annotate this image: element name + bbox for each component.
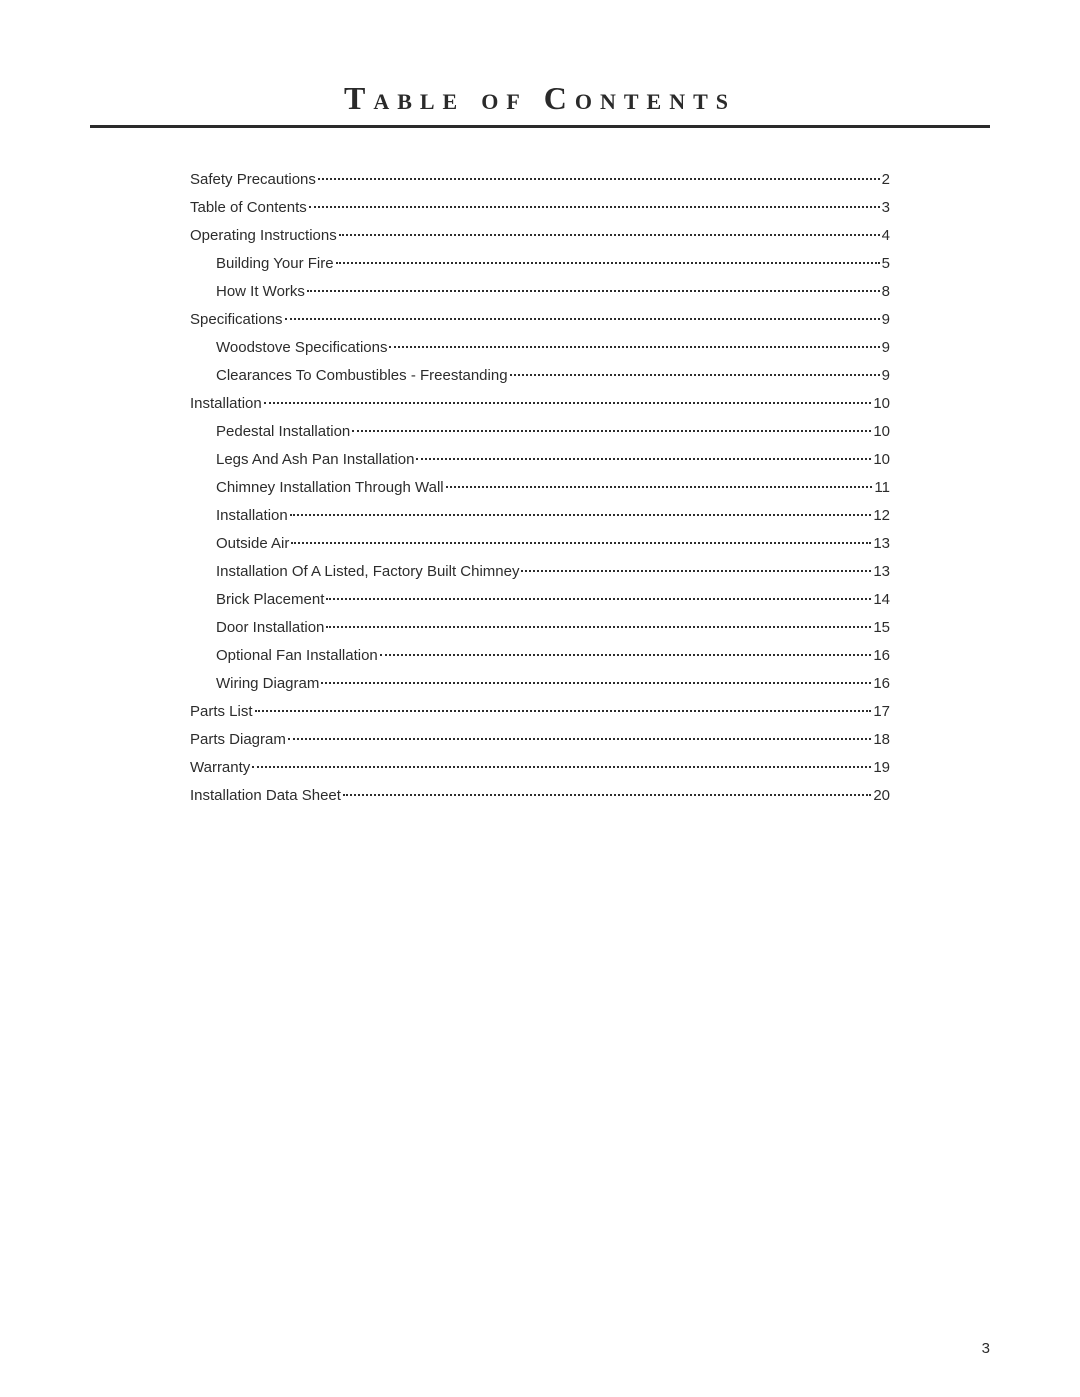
toc-entry-label: How It Works (216, 280, 305, 304)
toc-entry: Table of Contents 3 (190, 196, 890, 220)
toc-entry-page: 13 (873, 532, 890, 556)
toc-entry: Parts List 17 (190, 700, 890, 724)
page-title: Table of Contents (90, 80, 990, 128)
toc-entry-label: Woodstove Specifications (216, 336, 387, 360)
toc-leader-dots (326, 598, 871, 600)
toc-entry-page: 10 (873, 420, 890, 444)
toc-entry-label: Parts Diagram (190, 728, 286, 752)
toc-entry: Building Your Fire 5 (190, 252, 890, 276)
document-page: Table of Contents Safety Precautions 2 Tab… (0, 0, 1080, 852)
toc-leader-dots (291, 542, 871, 544)
toc-entry-label: Installation Of A Listed, Factory Built … (216, 560, 519, 584)
toc-entry-page: 13 (873, 560, 890, 584)
toc-entry-page: 5 (882, 252, 890, 276)
toc-entry-page: 2 (882, 168, 890, 192)
toc-leader-dots (288, 738, 871, 740)
toc-entry-page: 16 (873, 644, 890, 668)
toc-entry-label: Building Your Fire (216, 252, 334, 276)
toc-leader-dots (380, 654, 872, 656)
toc-entry: Parts Diagram 18 (190, 728, 890, 752)
toc-entry: Installation Data Sheet 20 (190, 784, 890, 808)
toc-entry-page: 20 (873, 784, 890, 808)
toc-entry-label: Optional Fan Installation (216, 644, 378, 668)
toc-entry: Chimney Installation Through Wall 11 (190, 476, 890, 500)
page-number: 3 (982, 1340, 990, 1357)
toc-entry-page: 10 (873, 392, 890, 416)
toc-leader-dots (510, 374, 880, 376)
toc-entry: Legs And Ash Pan Installation 10 (190, 448, 890, 472)
toc-leader-dots (321, 682, 871, 684)
toc-leader-dots (264, 402, 872, 404)
toc-entry: Safety Precautions 2 (190, 168, 890, 192)
toc-leader-dots (309, 206, 880, 208)
toc-entry-page: 14 (873, 588, 890, 612)
toc-entry-label: Operating Instructions (190, 224, 337, 248)
toc-entry: Specifications 9 (190, 308, 890, 332)
toc-entry-label: Warranty (190, 756, 250, 780)
toc-entry: Clearances To Combustibles - Freestandin… (190, 364, 890, 388)
toc-leader-dots (285, 318, 880, 320)
toc-entry-page: 11 (874, 476, 890, 500)
toc-entry-page: 4 (882, 224, 890, 248)
toc-leader-dots (389, 346, 879, 348)
toc-entry-label: Installation (190, 392, 262, 416)
toc-leader-dots (255, 710, 872, 712)
toc-leader-dots (318, 178, 880, 180)
toc-entry: Optional Fan Installation 16 (190, 644, 890, 668)
toc-entry-label: Outside Air (216, 532, 289, 556)
toc-entry: Installation Of A Listed, Factory Built … (190, 560, 890, 584)
toc-entry: Woodstove Specifications 9 (190, 336, 890, 360)
toc-entry: Operating Instructions 4 (190, 224, 890, 248)
toc-entry-label: Safety Precautions (190, 168, 316, 192)
toc-leader-dots (290, 514, 872, 516)
toc-leader-dots (339, 234, 880, 236)
toc-leader-dots (326, 626, 871, 628)
toc-entry: Warranty 19 (190, 756, 890, 780)
toc-entry: Pedestal Installation 10 (190, 420, 890, 444)
toc-entry: Door Installation 15 (190, 616, 890, 640)
toc-entry-label: Pedestal Installation (216, 420, 350, 444)
toc-leader-dots (307, 290, 880, 292)
toc-entry-label: Clearances To Combustibles - Freestandin… (216, 364, 508, 388)
toc-leader-dots (521, 570, 871, 572)
toc-entry: How It Works 8 (190, 280, 890, 304)
toc-entry: Installation 10 (190, 392, 890, 416)
toc-entry-label: Brick Placement (216, 588, 324, 612)
toc-entry-page: 9 (882, 364, 890, 388)
toc-entry-page: 10 (873, 448, 890, 472)
toc-entry-label: Wiring Diagram (216, 672, 319, 696)
toc-leader-dots (252, 766, 871, 768)
table-of-contents: Safety Precautions 2 Table of Contents 3 Ope… (190, 168, 890, 808)
toc-entry-label: Specifications (190, 308, 283, 332)
toc-entry-label: Chimney Installation Through Wall (216, 476, 444, 500)
toc-entry-page: 3 (882, 196, 890, 220)
toc-entry-label: Door Installation (216, 616, 324, 640)
toc-leader-dots (416, 458, 871, 460)
toc-entry-page: 8 (882, 280, 890, 304)
toc-leader-dots (352, 430, 871, 432)
toc-entry-page: 12 (873, 504, 890, 528)
toc-entry-label: Table of Contents (190, 196, 307, 220)
toc-entry-page: 16 (873, 672, 890, 696)
toc-entry: Brick Placement 14 (190, 588, 890, 612)
toc-entry-page: 9 (882, 308, 890, 332)
toc-entry-page: 9 (882, 336, 890, 360)
toc-leader-dots (343, 794, 871, 796)
toc-entry-page: 17 (873, 700, 890, 724)
toc-entry-label: Installation Data Sheet (190, 784, 341, 808)
toc-entry-page: 18 (873, 728, 890, 752)
toc-leader-dots (336, 262, 880, 264)
toc-entry-page: 19 (873, 756, 890, 780)
toc-entry: Installation 12 (190, 504, 890, 528)
toc-leader-dots (446, 486, 873, 488)
toc-entry: Wiring Diagram 16 (190, 672, 890, 696)
toc-entry: Outside Air 13 (190, 532, 890, 556)
toc-entry-label: Legs And Ash Pan Installation (216, 448, 414, 472)
toc-entry-label: Installation (216, 504, 288, 528)
toc-entry-page: 15 (873, 616, 890, 640)
toc-entry-label: Parts List (190, 700, 253, 724)
